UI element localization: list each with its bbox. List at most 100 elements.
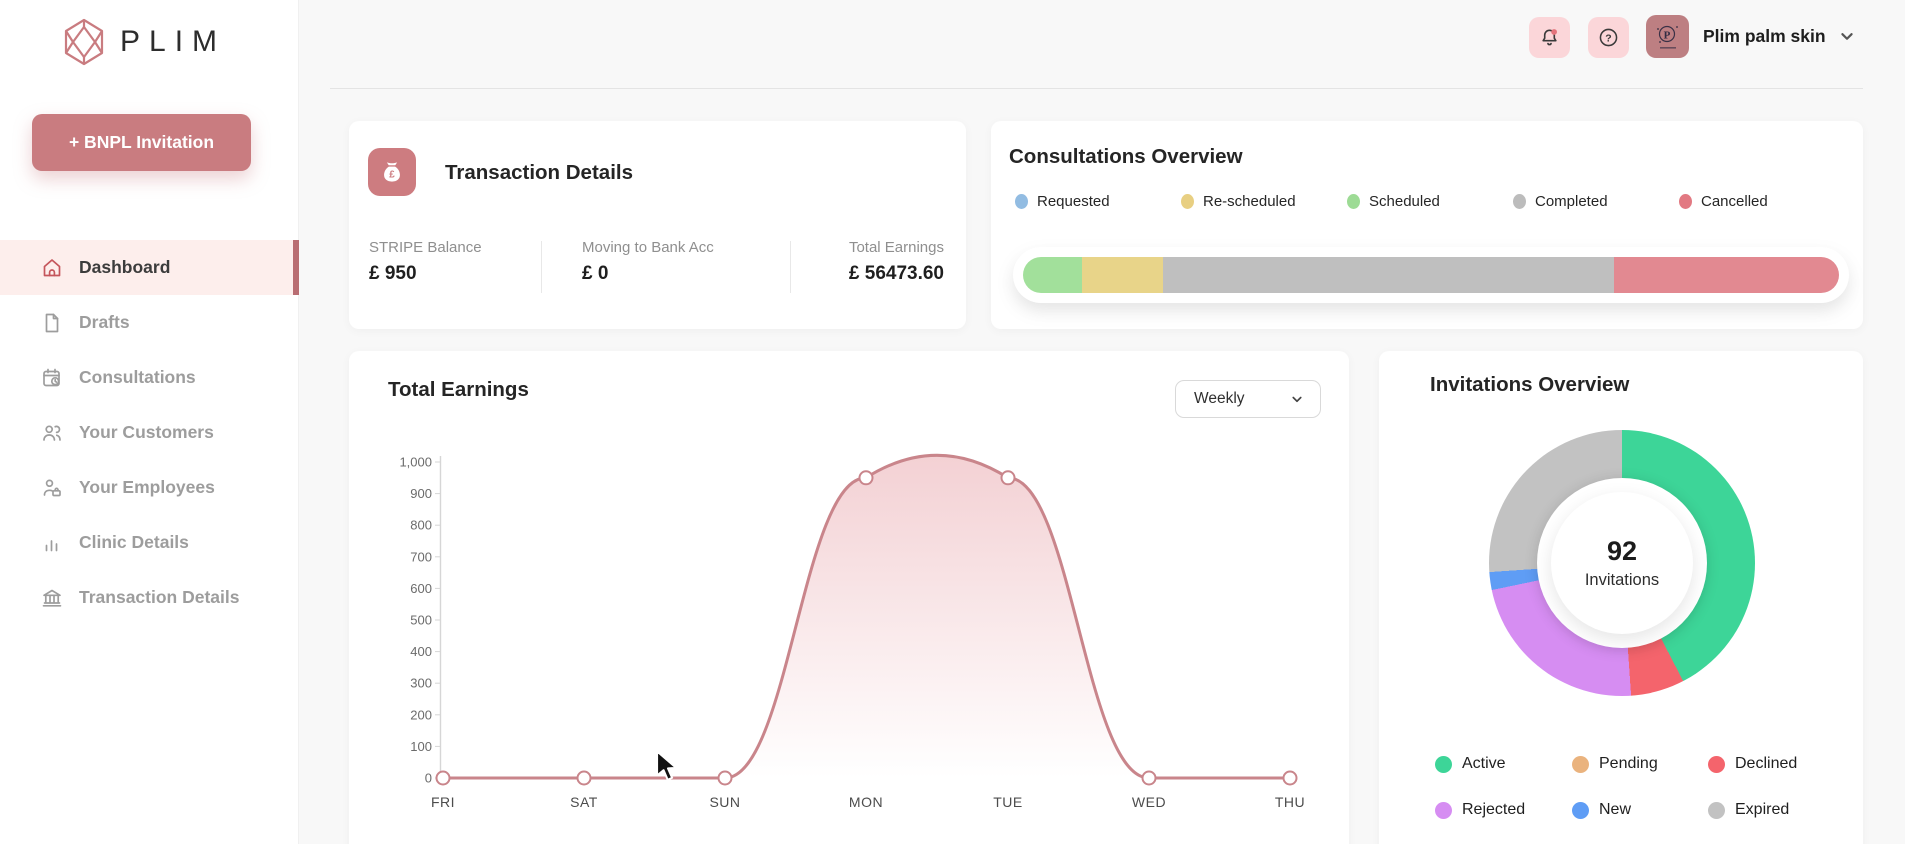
legend-dot (1015, 194, 1028, 209)
stat-value: £ 950 (369, 263, 482, 285)
svg-text:FRI: FRI (431, 794, 455, 810)
legend-item-rejected: Rejected (1435, 801, 1572, 819)
legend-label: Pending (1599, 755, 1658, 773)
consultations-overview-card: Consultations Overview Requested Re-sche… (991, 121, 1863, 329)
brand-name: PLIM (120, 25, 226, 59)
people-icon (40, 421, 64, 445)
bar-segment-re-scheduled (1082, 257, 1164, 293)
bar-segment-scheduled (1023, 257, 1082, 293)
bar-chart-icon (40, 531, 64, 555)
transaction-stats: STRIPE Balance £ 950 Moving to Bank Acc … (349, 239, 966, 295)
invitations-overview-card: Invitations Overview 92 Invitations Acti… (1379, 351, 1863, 844)
person-badge-icon (40, 476, 64, 500)
transaction-details-card: £ Transaction Details STRIPE Balance £ 9… (349, 121, 966, 329)
notification-dot (1551, 29, 1557, 35)
moving-to-bank-stat: Moving to Bank Acc £ 0 (582, 239, 714, 285)
svg-text:0: 0 (425, 771, 432, 786)
sidebar-item-label: Clinic Details (79, 532, 189, 553)
help-button[interactable]: ? (1588, 17, 1629, 58)
svg-text:?: ? (1605, 32, 1611, 44)
svg-text:WED: WED (1132, 794, 1166, 810)
sidebar-item-clinic-details[interactable]: Clinic Details (0, 515, 299, 570)
stat-label: STRIPE Balance (369, 239, 482, 256)
legend-dot (1679, 194, 1692, 209)
notifications-button[interactable] (1529, 17, 1570, 58)
legend-item-expired: Expired (1708, 801, 1797, 819)
avatar[interactable]: P (1646, 15, 1689, 58)
legend-label: Scheduled (1369, 193, 1440, 210)
legend-label: Expired (1735, 801, 1789, 819)
sidebar: PLIM + BNPL Invitation Dashboard Drafts (0, 0, 299, 844)
svg-text:£: £ (389, 170, 395, 181)
legend-item-active: Active (1435, 755, 1572, 773)
svg-text:300: 300 (410, 676, 432, 691)
bar-segment-completed (1163, 257, 1613, 293)
stat-label: Moving to Bank Acc (582, 239, 714, 256)
legend-dot (1708, 756, 1725, 773)
sidebar-item-your-customers[interactable]: Your Customers (0, 405, 299, 460)
dashboard-page: PLIM + BNPL Invitation Dashboard Drafts (0, 0, 1905, 844)
svg-text:700: 700 (410, 549, 432, 564)
bell-icon (1538, 26, 1561, 49)
svg-text:SAT: SAT (570, 794, 598, 810)
svg-text:TUE: TUE (993, 794, 1023, 810)
sidebar-item-drafts[interactable]: Drafts (0, 295, 299, 350)
legend-item-new: New (1572, 801, 1708, 819)
invitations-card-title: Invitations Overview (1430, 373, 1629, 397)
sidebar-item-label: Your Employees (79, 477, 215, 498)
question-icon: ? (1597, 26, 1620, 49)
legend-dot (1435, 756, 1452, 773)
svg-text:100: 100 (410, 739, 432, 754)
money-bag-icon: £ (368, 148, 416, 196)
svg-text:P: P (1663, 29, 1670, 41)
svg-text:800: 800 (410, 518, 432, 533)
legend-dot (1708, 802, 1725, 819)
svg-text:900: 900 (410, 486, 432, 501)
invitations-legend: Active Pending Declined Rejected New Exp… (1435, 755, 1797, 819)
legend-label: New (1599, 801, 1631, 819)
total-earnings-stat: Total Earnings £ 56473.60 (849, 239, 944, 285)
legend-item-pending: Pending (1572, 755, 1708, 773)
legend-dot (1435, 802, 1452, 819)
brand-logo: PLIM (62, 18, 226, 66)
svg-text:THU: THU (1275, 794, 1305, 810)
sidebar-item-consultations[interactable]: Consultations (0, 350, 299, 405)
legend-item-scheduled: Scheduled (1347, 193, 1513, 210)
legend-item-cancelled: Cancelled (1679, 193, 1845, 210)
legend-item-rescheduled: Re-scheduled (1181, 193, 1347, 210)
account-menu[interactable]: Plim palm skin (1703, 21, 1826, 52)
bank-icon (40, 586, 64, 610)
svg-text:MON: MON (849, 794, 883, 810)
donut-center: 92 Invitations (1551, 492, 1693, 634)
sidebar-item-label: Consultations (79, 367, 196, 388)
legend-label: Requested (1037, 193, 1110, 210)
svg-text:200: 200 (410, 707, 432, 722)
topbar-divider (330, 88, 1863, 89)
clinic-emblem-icon: P (1651, 20, 1685, 54)
legend-label: Rejected (1462, 801, 1525, 819)
bar-segment-cancelled (1614, 257, 1839, 293)
chevron-down-icon[interactable] (1836, 25, 1858, 47)
sidebar-item-label: Transaction Details (79, 587, 239, 608)
sidebar-item-label: Your Customers (79, 422, 214, 443)
document-icon (40, 311, 64, 335)
sidebar-item-dashboard[interactable]: Dashboard (0, 240, 299, 295)
consultations-legend: Requested Re-scheduled Scheduled Complet… (1015, 193, 1845, 210)
legend-dot (1347, 194, 1360, 209)
legend-item-requested: Requested (1015, 193, 1181, 210)
sidebar-item-transaction-details[interactable]: Transaction Details (0, 570, 299, 625)
transaction-card-title: Transaction Details (445, 161, 633, 185)
svg-text:1,000: 1,000 (399, 455, 432, 470)
invitations-total-label: Invitations (1585, 571, 1659, 590)
sidebar-item-label: Drafts (79, 312, 130, 333)
stat-value: £ 56473.60 (849, 263, 944, 285)
legend-label: Re-scheduled (1203, 193, 1296, 210)
home-icon (40, 256, 64, 280)
stat-divider (541, 241, 542, 293)
bnpl-invitation-button[interactable]: + BNPL Invitation (32, 114, 251, 171)
consultations-stacked-bar (1023, 257, 1839, 293)
sidebar-item-your-employees[interactable]: Your Employees (0, 460, 299, 515)
sidebar-item-label: Dashboard (79, 257, 170, 278)
legend-item-completed: Completed (1513, 193, 1679, 210)
calendar-clock-icon (40, 366, 64, 390)
